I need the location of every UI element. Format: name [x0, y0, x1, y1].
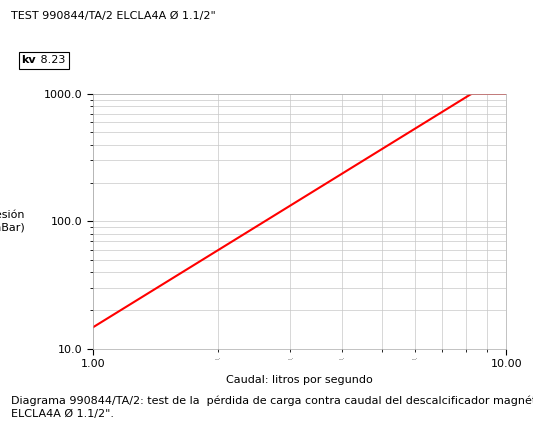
- Text: kv: kv: [21, 55, 36, 65]
- Text: Diagrama 990844/TA/2: test de la  pérdida de carga contra caudal del descalcific: Diagrama 990844/TA/2: test de la pérdida…: [11, 396, 533, 419]
- Y-axis label: Presión
(mBar): Presión (mBar): [0, 211, 26, 232]
- X-axis label: Caudal: litros por segundo: Caudal: litros por segundo: [227, 375, 373, 384]
- Text: TEST 990844/TA/2 ELCLA4A Ø 1.1/2": TEST 990844/TA/2 ELCLA4A Ø 1.1/2": [11, 11, 215, 21]
- Text: 8.23: 8.23: [37, 55, 66, 65]
